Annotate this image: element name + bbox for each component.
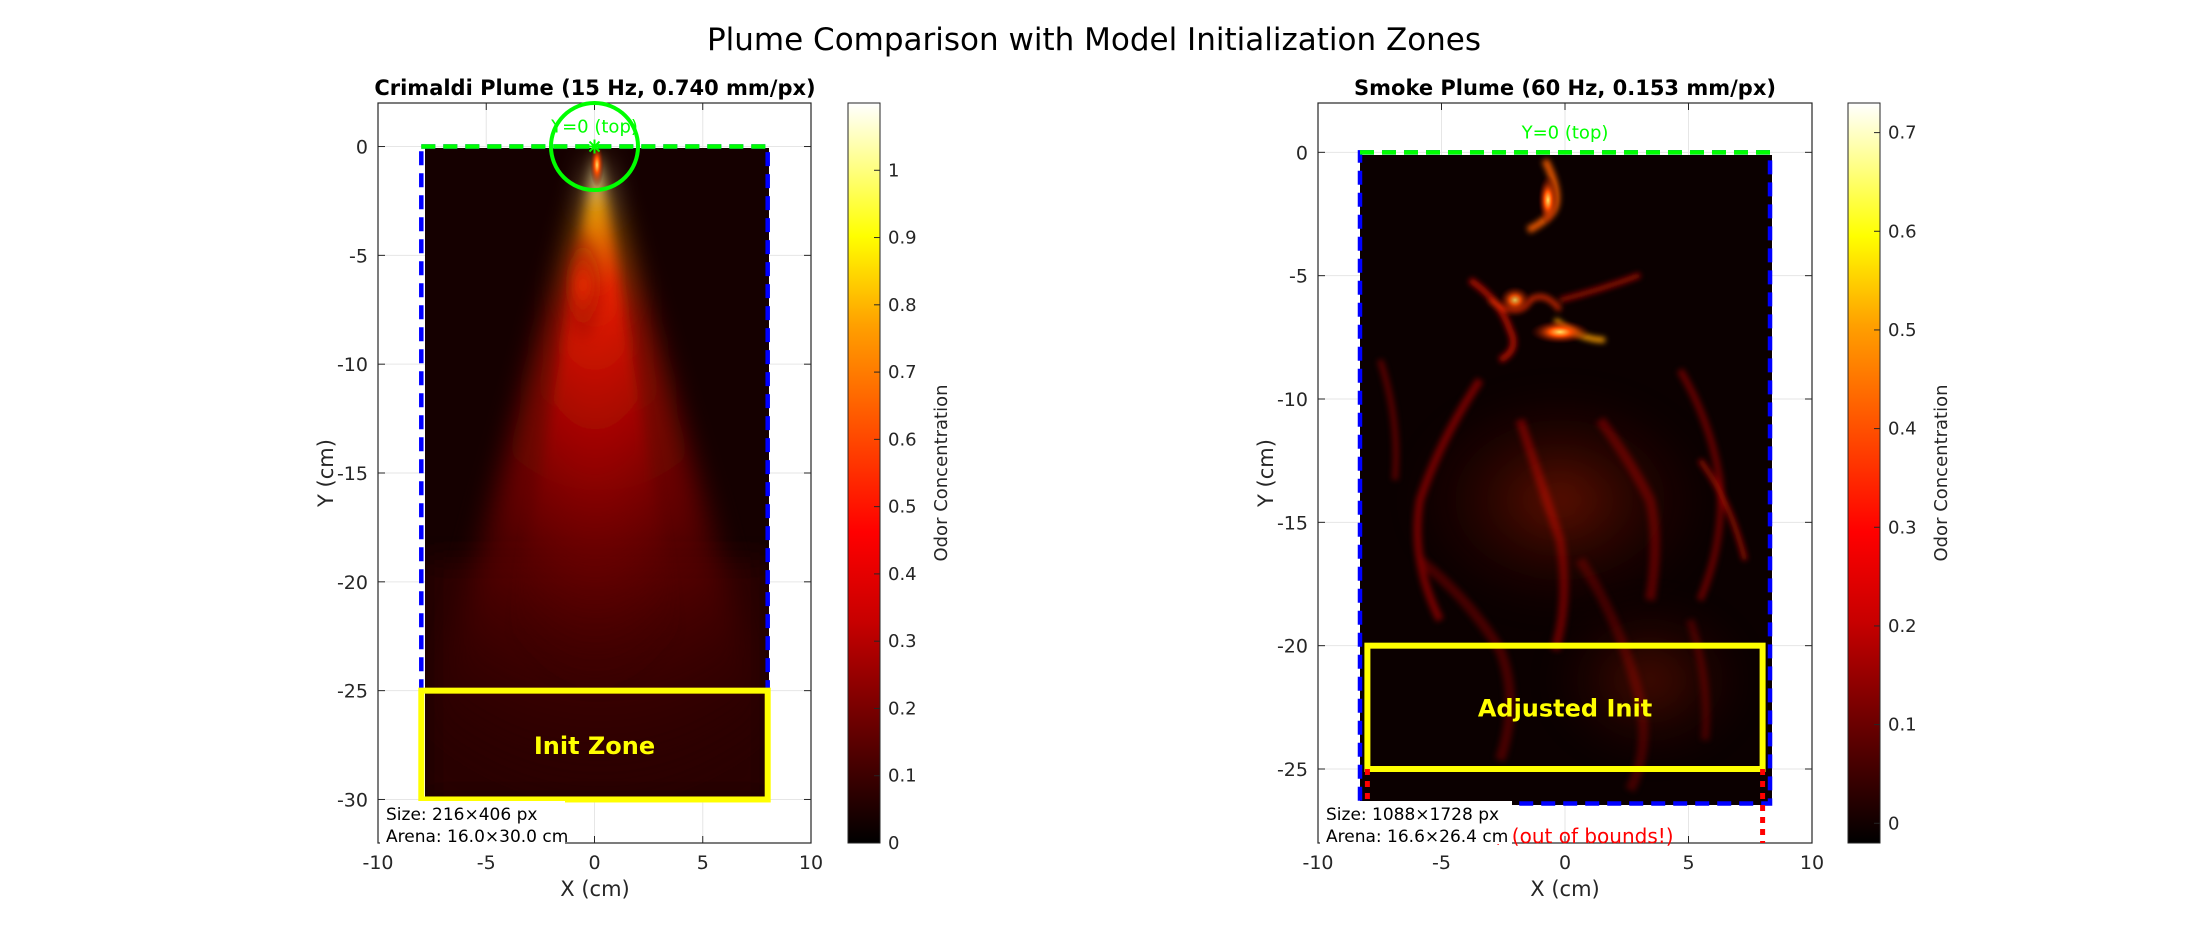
figure-title: Plume Comparison with Model Initializati… — [707, 22, 1481, 58]
crimaldi-heatmap — [425, 148, 769, 800]
x-tick-label: 5 — [697, 852, 709, 874]
colorbar-tick-label: 0.1 — [1888, 715, 1917, 736]
colorbar-tick-label: 0.4 — [1888, 419, 1917, 440]
y-tick-label: -20 — [1277, 636, 1308, 658]
x-axis-label: X (cm) — [1530, 877, 1599, 901]
info-arena: Arena: 16.0×30.0 cm — [386, 827, 568, 847]
y-tick-label: -5 — [349, 245, 368, 267]
info-box — [380, 801, 565, 844]
colorbar-tick-label: 0.2 — [888, 698, 917, 719]
smoke-haze-1 — [1400, 380, 1720, 620]
y-tick-label: -10 — [1277, 389, 1308, 411]
y-tick-label: -15 — [337, 463, 368, 485]
adjusted-init-zone-label: Adjusted Init — [1478, 694, 1652, 722]
smoke-hotspot-3 — [1499, 286, 1531, 314]
colorbar-tick-label: 0.3 — [888, 631, 917, 652]
crimaldi-colorbar: 0 0.1 0.2 0.3 0.4 0.5 0.6 0.7 0.8 0.9 1 Odor Conce… — [847, 102, 952, 854]
y-tick-label: -5 — [1289, 266, 1308, 288]
x-axis-label: X (cm) — [560, 877, 629, 901]
plume-hotspot — [561, 225, 605, 345]
colorbar-gradient — [847, 102, 881, 844]
y-tick-label: 0 — [356, 137, 368, 159]
colorbar-tick-label: 0.4 — [888, 564, 917, 585]
plume-cone-inner — [500, 150, 690, 700]
axes-title: Crimaldi Plume (15 Hz, 0.740 mm/px) — [374, 76, 815, 100]
colorbar-tick-label: 0 — [888, 833, 899, 854]
init-zone-box — [418, 687, 771, 803]
colorbar-tick-label: 0.8 — [888, 295, 917, 316]
colorbar-ticks: 0 0.1 0.2 0.3 0.4 0.5 0.6 0.7 0.8 0.9 1 — [874, 160, 917, 854]
colorbar-gradient — [1847, 102, 1881, 844]
y-tick-label: -20 — [337, 572, 368, 594]
smoke-haze-2 — [1540, 590, 1760, 770]
x-ticks: -10 -5 0 5 10 — [1302, 103, 1824, 874]
y-tick-label: -10 — [337, 354, 368, 376]
x-ticks: -10 -5 0 5 10 — [362, 103, 823, 874]
x-tick-label: 0 — [1559, 852, 1571, 874]
adjusted-init-zone-box — [1364, 642, 1766, 773]
smoke-hotspot-1 — [1530, 320, 1590, 344]
plume-source-glow — [590, 148, 604, 187]
crimaldi-axes: -10 -5 0 5 10 0 -5 -10 -15 -20 -25 -30 Y=0 (top) I… — [314, 76, 823, 901]
top-label: Y=0 (top) — [1521, 122, 1609, 143]
x-tick-label: 10 — [1800, 852, 1824, 874]
source-star-stroke — [588, 140, 601, 153]
colorbar-tick-label: 0.5 — [888, 497, 917, 518]
colorbar-tick-label: 0.6 — [888, 429, 917, 450]
y-tick-label: -30 — [337, 789, 368, 811]
x-tick-label: -5 — [477, 852, 496, 874]
colorbar-tick-label: 0.6 — [1888, 221, 1917, 242]
x-tick-label: -10 — [1302, 852, 1333, 874]
y-tick-label: -25 — [337, 681, 368, 703]
x-tick-label: -5 — [1432, 852, 1451, 874]
info-size: Size: 1088×1728 px — [1326, 805, 1499, 825]
y-tick-label: -25 — [1277, 759, 1308, 781]
source-marker-circle — [548, 101, 641, 193]
colorbar-label: Odor Concentration — [1931, 384, 1952, 561]
init-zone-label: Init Zone — [534, 732, 655, 760]
y-tick-label: 0 — [1296, 142, 1308, 164]
colorbar-tick-label: 0.9 — [888, 228, 917, 249]
info-box — [1320, 801, 1512, 844]
colorbar-ticks: 0 0.1 0.2 0.3 0.4 0.5 0.6 0.7 — [1874, 123, 1917, 834]
smoke-heatmap — [1360, 155, 1772, 805]
x-tick-label: -10 — [362, 852, 393, 874]
colorbar-tick-label: 0 — [1888, 813, 1899, 834]
x-tick-label: 10 — [799, 852, 823, 874]
smoke-hotspot-2 — [1538, 175, 1558, 225]
top-label: Y=0 (top) — [550, 117, 638, 138]
colorbar-tick-label: 0.7 — [1888, 123, 1917, 144]
y-axis-label: Y (cm) — [1254, 439, 1278, 508]
source-marker-star — [587, 139, 602, 154]
info-arena: Arena: 16.6×26.4 cm — [1326, 827, 1508, 847]
axes-title: Smoke Plume (60 Hz, 0.153 mm/px) — [1354, 76, 1776, 100]
y-tick-label: -15 — [1277, 512, 1308, 534]
smoke-colorbar: 0 0.1 0.2 0.3 0.4 0.5 0.6 0.7 Odor Concentratio… — [1847, 102, 1952, 844]
colorbar-tick-label: 1 — [888, 160, 899, 181]
colorbar-tick-label: 0.2 — [1888, 616, 1917, 637]
y-axis-label: Y (cm) — [314, 439, 338, 508]
colorbar-tick-label: 0.1 — [888, 766, 917, 787]
y-ticks: 0 -5 -10 -15 -20 -25 — [1277, 142, 1812, 781]
info-size: Size: 216×406 px — [386, 805, 537, 825]
colorbar-label: Odor Concentration — [931, 384, 952, 561]
smoke-axes: -10 -5 0 5 10 0 -5 -10 -15 -20 -25 Y=0 (top) Adju… — [1254, 76, 1824, 901]
x-tick-label: 5 — [1682, 852, 1694, 874]
y-ticks: 0 -5 -10 -15 -20 -25 -30 — [337, 137, 811, 811]
x-tick-label: 0 — [588, 852, 600, 874]
colorbar-tick-label: 0.5 — [1888, 320, 1917, 341]
colorbar-tick-label: 0.3 — [1888, 517, 1917, 538]
colorbar-tick-label: 0.7 — [888, 362, 917, 383]
